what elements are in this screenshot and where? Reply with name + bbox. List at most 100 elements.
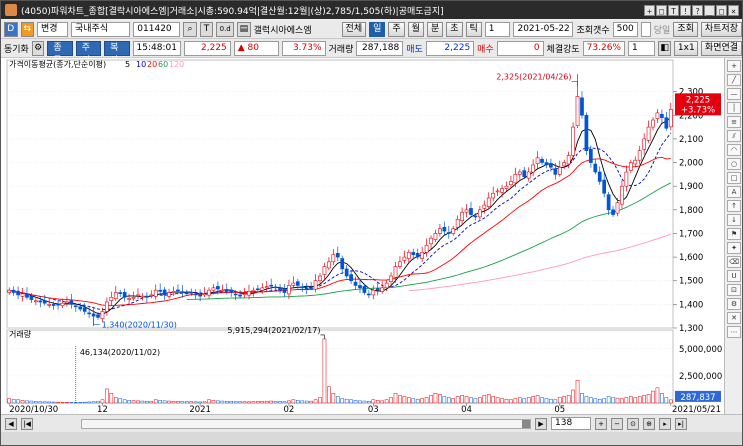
title-btn-t[interactable]: T bbox=[668, 4, 679, 16]
tool-vline-icon[interactable]: │ bbox=[727, 102, 741, 114]
maximize-button[interactable]: □ bbox=[716, 4, 727, 16]
low-marker-line bbox=[93, 318, 100, 325]
tab-stock[interactable]: 종목 bbox=[47, 40, 73, 66]
query-count-input[interactable]: 500 bbox=[612, 21, 638, 37]
tool-hline-icon[interactable]: — bbox=[727, 88, 741, 100]
help-button[interactable]: ? bbox=[692, 4, 703, 16]
d-icon[interactable]: D bbox=[4, 21, 18, 37]
tab-day[interactable]: 일 bbox=[369, 21, 386, 37]
candle-body bbox=[375, 288, 380, 291]
price-volume-chart[interactable]: 2,300 2,200 2,100 2,000 1,900 1,800 1,700 1,600… bbox=[3, 58, 723, 414]
tool-arrow-up-icon[interactable]: ↑ bbox=[727, 200, 741, 212]
tool-star-icon[interactable]: ✦ bbox=[727, 242, 741, 254]
volume-bar bbox=[256, 401, 260, 404]
tab-copy[interactable]: 복사 bbox=[104, 40, 130, 66]
same-day-checkbox[interactable] bbox=[640, 21, 651, 37]
tool-channel-icon[interactable]: ⫽ bbox=[727, 130, 741, 142]
tool-fib-icon[interactable]: ≡ bbox=[727, 116, 741, 128]
candle-body bbox=[584, 114, 589, 152]
visible-count-input[interactable]: 138 bbox=[551, 417, 591, 430]
volume-bar bbox=[415, 398, 420, 404]
code-input[interactable]: 011420 bbox=[133, 21, 181, 37]
volume-bar bbox=[407, 397, 411, 404]
tool-trash-icon[interactable]: ✕ bbox=[727, 312, 741, 324]
volume-bar bbox=[349, 399, 353, 404]
tool-rect-icon[interactable]: □ bbox=[727, 172, 741, 184]
market-select[interactable]: 국내주식 bbox=[71, 21, 131, 37]
change-dropdown[interactable]: 변경 bbox=[37, 21, 68, 37]
volume-bar bbox=[229, 401, 234, 404]
tab-minute[interactable]: 분 bbox=[426, 21, 444, 37]
scrollbar-thumb[interactable] bbox=[522, 419, 530, 428]
volume-bar bbox=[526, 397, 531, 404]
tool-gear-icon[interactable]: ⚙ bbox=[727, 298, 741, 310]
x-tick-label: 2020/10/30 bbox=[9, 405, 58, 414]
tab-month[interactable]: 월 bbox=[407, 21, 424, 37]
scroll-right-icon[interactable]: ▶ bbox=[535, 417, 547, 430]
tab-second[interactable]: 초 bbox=[446, 21, 463, 37]
candle-body bbox=[180, 291, 185, 293]
volume-bar bbox=[216, 400, 220, 404]
t-button[interactable]: T bbox=[199, 21, 214, 37]
chart-scrollbar[interactable] bbox=[81, 418, 531, 429]
zoom-button[interactable]: 1x1 bbox=[673, 40, 698, 56]
candle-body bbox=[229, 289, 234, 293]
tool-circle-icon[interactable]: ○ bbox=[727, 158, 741, 170]
title-btn-plus[interactable]: + bbox=[644, 4, 655, 16]
zoom-reset-icon[interactable]: ⊙ bbox=[627, 417, 639, 430]
favorite-icon[interactable]: ▤ bbox=[237, 21, 251, 37]
split-count-select[interactable]: 1 bbox=[628, 40, 656, 56]
query-button[interactable]: 조회 bbox=[673, 21, 698, 37]
tool-lock-icon[interactable]: ⊡ bbox=[727, 284, 741, 296]
tool-magnet-icon[interactable]: U bbox=[727, 270, 741, 282]
tool-text-icon[interactable]: A bbox=[727, 186, 741, 198]
save-chart-button[interactable]: 차트저장 bbox=[700, 21, 742, 37]
tool-line-icon[interactable]: ╱ bbox=[727, 74, 741, 86]
title-bar: (4050)파워차트_종합[결락시아에스엠|거래소|시총:590.94억|결산월… bbox=[1, 1, 742, 19]
tool-arc-icon[interactable]: ◠ bbox=[727, 144, 741, 156]
candle-body bbox=[389, 275, 393, 282]
last-volume-label: 287,837 bbox=[680, 393, 715, 403]
volume-bar bbox=[624, 397, 629, 404]
tool-flag-icon[interactable]: ⚑ bbox=[727, 228, 741, 240]
candle-body bbox=[380, 287, 385, 292]
scroll-first-icon[interactable]: |◀ bbox=[21, 417, 33, 430]
tab-week[interactable]: 주 bbox=[388, 21, 405, 37]
volume-bar bbox=[393, 393, 398, 404]
stock-link-icon[interactable]: ⇆ bbox=[20, 21, 34, 37]
tab-tick[interactable]: 틱 bbox=[465, 21, 482, 37]
tool-eraser-icon[interactable]: ⌫ bbox=[727, 256, 741, 268]
candle-body bbox=[193, 293, 198, 296]
screen-link-button[interactable]: 화면연결 bbox=[700, 40, 743, 56]
volume-bar bbox=[642, 395, 646, 404]
candle-body bbox=[367, 293, 371, 296]
tool-crosshair-icon[interactable]: + bbox=[727, 60, 741, 72]
tab-period[interactable]: 주기 bbox=[75, 40, 102, 66]
scroll-left-icon[interactable]: ◀ bbox=[5, 417, 17, 430]
close-button[interactable]: × bbox=[728, 4, 739, 16]
chart-area[interactable]: 2,300 2,200 2,100 2,000 1,900 1,800 1,700 1,600… bbox=[1, 58, 742, 414]
search-icon[interactable]: ⌕ bbox=[183, 21, 197, 37]
minimize-button[interactable]: _ bbox=[704, 4, 715, 16]
zoom-in-icon[interactable]: + bbox=[595, 417, 607, 430]
high-marker-line bbox=[571, 81, 578, 86]
volume-bar bbox=[167, 400, 171, 404]
candle-body bbox=[238, 294, 242, 297]
zero-d-button[interactable]: 0.d bbox=[216, 21, 235, 37]
candle-body bbox=[446, 232, 451, 234]
period-count-select[interactable]: 1 bbox=[484, 21, 511, 37]
end-icon[interactable]: ▸| bbox=[675, 417, 687, 430]
zoom-out-icon[interactable]: − bbox=[611, 417, 623, 430]
candle-body bbox=[540, 158, 544, 163]
play-icon[interactable]: ▸ bbox=[659, 417, 671, 430]
date-picker[interactable]: 2021-05-22 bbox=[513, 21, 574, 37]
title-btn-box[interactable]: □ bbox=[656, 4, 667, 16]
last-volume-badge bbox=[675, 390, 721, 402]
sync-icon[interactable]: ⚙ bbox=[31, 40, 45, 56]
title-btn-alert[interactable]: ! bbox=[680, 4, 691, 16]
tool-more-icon[interactable]: ⋯ bbox=[727, 326, 741, 338]
zoom-fit-icon[interactable]: ⊕ bbox=[643, 417, 655, 430]
tab-all[interactable]: 전체 bbox=[341, 21, 367, 37]
tool-arrow-down-icon[interactable]: ↓ bbox=[727, 214, 741, 226]
layout-icon[interactable]: ◧ bbox=[658, 40, 671, 56]
